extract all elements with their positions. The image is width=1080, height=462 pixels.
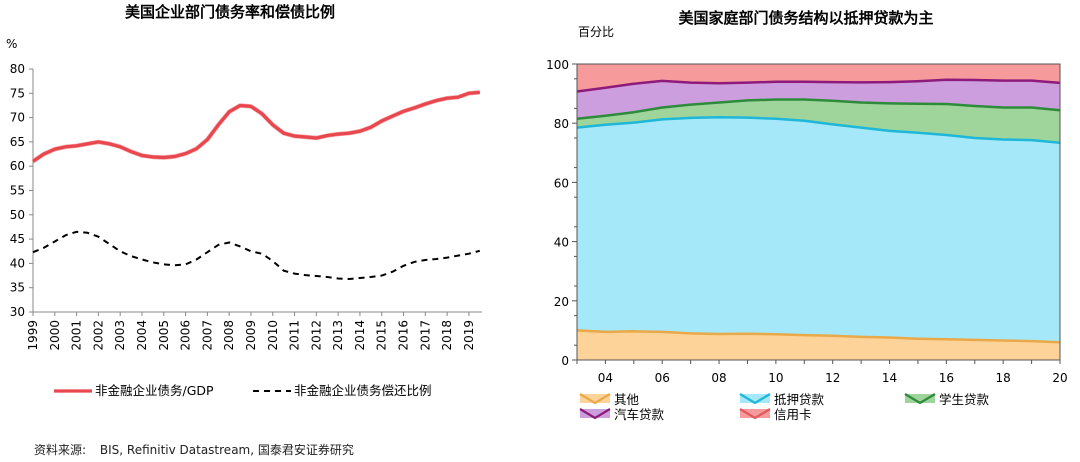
left-legend: 非金融企业债务/GDP 非金融企业债务偿还比例 bbox=[54, 383, 432, 398]
right-area-edge-4 bbox=[576, 78, 1061, 93]
source-note: 资料来源: BIS, Refinitiv Datastream, 国泰君安证券研… bbox=[34, 441, 364, 458]
right-legend-swatch bbox=[580, 394, 610, 403]
left-x-tick-label: 2003 bbox=[113, 320, 127, 351]
left-x-tick-label: 2015 bbox=[375, 320, 389, 351]
household-debt-chart: 美国家庭部门债务结构以抵押贷款为主 百分比 0 20 40 60 80 100 04 06 08… bbox=[546, 9, 1068, 422]
right-x-tick-label: 10 bbox=[768, 371, 783, 385]
right-legend-swatch-line bbox=[904, 393, 936, 405]
right-x-tick-label: 18 bbox=[996, 371, 1011, 385]
left-x-tick-label: 2018 bbox=[440, 320, 454, 351]
right-legend-label: 学生贷款 bbox=[939, 392, 990, 407]
right-x-tick-label: 14 bbox=[882, 371, 897, 385]
right-legend-item-1: 其他 bbox=[579, 392, 640, 407]
right-y-tick-label: 40 bbox=[554, 236, 569, 250]
left-x-tick-label: 2009 bbox=[244, 320, 258, 351]
left-x-tick-label: 2007 bbox=[200, 320, 214, 351]
right-area-5 bbox=[577, 64, 1060, 92]
left-x-tick-label: 2001 bbox=[70, 320, 84, 351]
right-x-tick-label: 04 bbox=[598, 371, 613, 385]
right-area-2 bbox=[577, 117, 1060, 343]
left-series-group bbox=[31, 90, 481, 280]
right-legend-swatch bbox=[740, 394, 770, 403]
right-legend-swatch bbox=[740, 409, 770, 418]
left-x-tick-label: 2002 bbox=[91, 320, 105, 351]
right-legend-swatch-line bbox=[579, 393, 611, 405]
left-chart-title: 美国企业部门债务率和偿债比例 bbox=[125, 3, 335, 21]
left-x-tick-label: 2000 bbox=[48, 320, 62, 351]
left-x-tick-label: 2012 bbox=[309, 320, 323, 351]
right-legend-label: 汽车贷款 bbox=[614, 407, 665, 422]
left-x-tick-label: 2006 bbox=[179, 320, 193, 351]
left-x-tick-label: 2010 bbox=[266, 320, 280, 351]
left-x-tick-label: 1999 bbox=[26, 320, 40, 351]
right-x-tick-label: 06 bbox=[655, 371, 670, 385]
left-y-unit-label: % bbox=[6, 37, 17, 51]
left-y-tick-label: 65 bbox=[10, 135, 25, 149]
right-area-group bbox=[576, 64, 1061, 360]
left-y-tick-label: 75 bbox=[10, 86, 25, 100]
left-series-line-2 bbox=[32, 230, 481, 280]
right-x-tick-label: 20 bbox=[1052, 371, 1067, 385]
left-y-tick-label: 60 bbox=[10, 159, 25, 173]
right-legend-item-2: 抵押贷款 bbox=[739, 392, 825, 407]
right-legend-item-4: 汽车贷款 bbox=[579, 407, 665, 422]
right-legend-item-5: 信用卡 bbox=[739, 407, 812, 422]
right-y-tick-label: 0 bbox=[561, 354, 569, 368]
left-x-tick-label: 2016 bbox=[397, 320, 411, 351]
left-x-tick-label: 2014 bbox=[353, 320, 367, 351]
corporate-debt-chart: 美国企业部门债务率和偿债比例 % 30 35 40 45 50 55 60 65 70 75 80 1… bbox=[6, 3, 482, 398]
left-axes: 30 35 40 45 50 55 60 65 70 75 80 1999 2000 2001 2002 20… bbox=[10, 62, 482, 351]
right-area-edge-1 bbox=[576, 329, 1061, 344]
right-axes: 0 20 40 60 80 100 04 06 08 10 12 14 16 18 20 bbox=[546, 58, 1068, 385]
right-y-unit-label: 百分比 bbox=[578, 25, 614, 39]
right-plot-frame bbox=[576, 63, 1061, 361]
left-legend-label-1: 非金融企业债务/GDP bbox=[95, 383, 214, 398]
left-x-tick-label: 2008 bbox=[222, 320, 236, 351]
left-y-tick-label: 80 bbox=[10, 62, 25, 76]
right-area-1 bbox=[577, 330, 1060, 360]
left-y-tick-label: 45 bbox=[10, 232, 25, 246]
left-y-tick-label: 70 bbox=[10, 111, 25, 125]
right-legend-item-3: 学生贷款 bbox=[904, 392, 990, 407]
source-label: 资料来源: bbox=[34, 443, 87, 457]
right-x-tick-label: 08 bbox=[711, 371, 726, 385]
left-y-tick-label: 55 bbox=[10, 184, 25, 198]
right-x-tick-label: 12 bbox=[825, 371, 840, 385]
right-legend-label: 信用卡 bbox=[774, 407, 812, 422]
right-y-tick-label: 60 bbox=[554, 176, 569, 190]
left-legend-label-2: 非金融企业债务偿还比例 bbox=[294, 383, 432, 398]
right-area-edge-3 bbox=[576, 98, 1061, 121]
right-area-3 bbox=[577, 99, 1060, 143]
left-x-tick-label: 2005 bbox=[157, 320, 171, 351]
left-x-tick-label: 2011 bbox=[288, 320, 302, 351]
right-y-tick-label: 80 bbox=[554, 117, 569, 131]
left-y-tick-label: 30 bbox=[10, 305, 25, 319]
right-legend-swatch bbox=[580, 409, 610, 418]
right-legend-swatch-line bbox=[739, 408, 771, 420]
right-x-tick-label: 16 bbox=[939, 371, 954, 385]
left-x-tick-label: 2004 bbox=[135, 320, 149, 351]
right-area-edge-2 bbox=[576, 116, 1061, 144]
left-series-halo-1 bbox=[31, 90, 481, 164]
left-x-tick-label: 2019 bbox=[462, 320, 476, 351]
left-y-tick-label: 40 bbox=[10, 256, 25, 270]
right-legend-label: 其他 bbox=[614, 392, 640, 407]
left-x-tick-label: 2017 bbox=[418, 320, 432, 351]
right-y-tick-label: 100 bbox=[546, 58, 569, 72]
right-chart-title: 美国家庭部门债务结构以抵押贷款为主 bbox=[678, 9, 933, 27]
left-y-tick-label: 50 bbox=[10, 208, 25, 222]
left-y-tick-label: 35 bbox=[10, 281, 25, 295]
right-legend-swatch-line bbox=[579, 408, 611, 420]
right-legend-swatch-line bbox=[739, 393, 771, 405]
left-x-tick-label: 2013 bbox=[331, 320, 345, 351]
right-y-tick-label: 20 bbox=[554, 295, 569, 309]
right-legend-swatch bbox=[905, 394, 935, 403]
right-legend-label: 抵押贷款 bbox=[774, 392, 825, 407]
source-text: BIS, Refinitiv Datastream, 国泰君安证券研究 bbox=[99, 443, 354, 457]
left-series-line-1 bbox=[32, 90, 480, 163]
